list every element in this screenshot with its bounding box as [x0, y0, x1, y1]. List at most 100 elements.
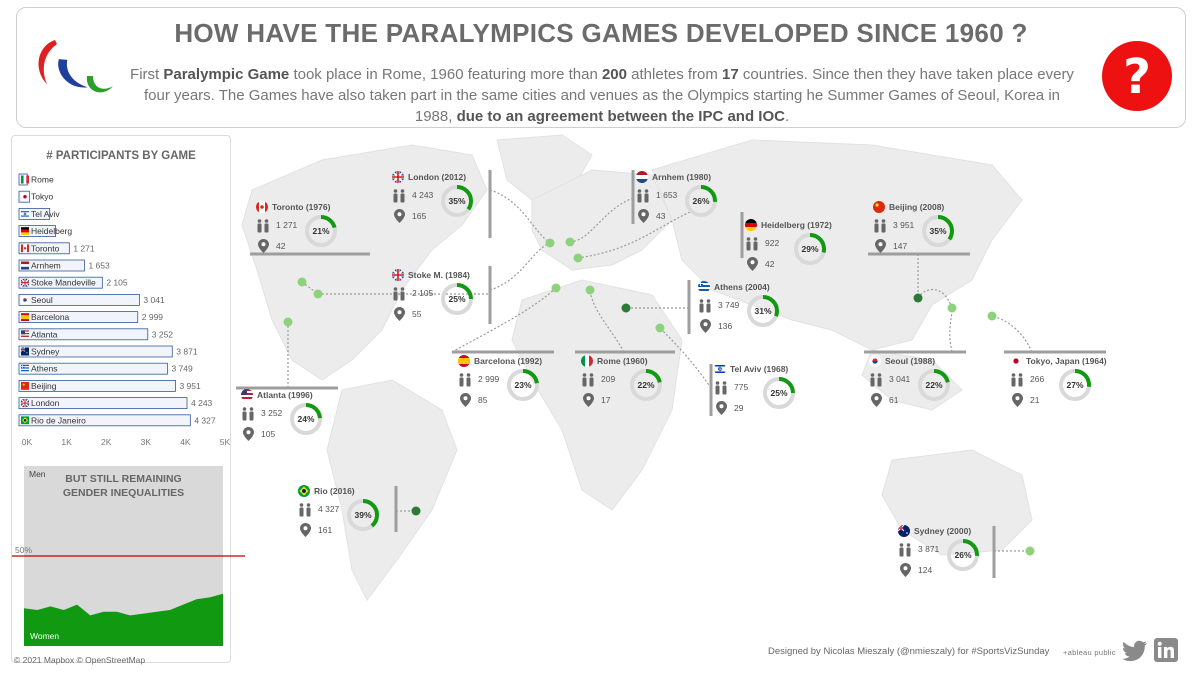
map-north-america: [241, 144, 488, 381]
gender-area-chart: [12, 555, 245, 646]
game-card-seoul-1988[interactable]: Seoul (1988) 3 041 61 22%: [869, 355, 979, 436]
game-title: Tokyo, Japan (1964): [1026, 356, 1107, 366]
host-city-dot[interactable]: [573, 253, 583, 263]
bar-flag-icon: [21, 175, 29, 184]
countries-count: 17: [601, 395, 611, 405]
host-city-dot[interactable]: [585, 285, 595, 295]
bar[interactable]: [18, 397, 188, 410]
tableau-public-logo[interactable]: +ableau public: [1063, 648, 1116, 657]
host-city-dot[interactable]: [565, 237, 575, 247]
location-pin-icon: [258, 239, 269, 253]
host-city-dot[interactable]: [655, 323, 665, 333]
women-share-donut: [794, 233, 826, 265]
game-card-athens-2004[interactable]: Athens (2004) 3 749 136 31%: [698, 281, 808, 362]
linkedin-icon[interactable]: [1154, 638, 1178, 662]
bar[interactable]: [18, 259, 85, 272]
host-city-dot[interactable]: [411, 506, 421, 516]
bar[interactable]: [18, 311, 139, 324]
women-share-label: 21%: [312, 226, 330, 236]
host-city-dot[interactable]: [283, 317, 293, 327]
bar[interactable]: [18, 362, 168, 375]
game-card-arnhem-1980[interactable]: Arnhem (1980) 1 653 43 26%: [636, 171, 746, 252]
bar[interactable]: [18, 379, 176, 392]
person-pair-icon: [393, 189, 405, 203]
bar-flag-icon: [21, 313, 29, 322]
connector-line: [577, 211, 691, 259]
person-pair-icon: [1011, 373, 1023, 387]
bar-flag-icon: [21, 399, 29, 408]
women-share-label: 26%: [692, 196, 710, 206]
twitter-icon[interactable]: [1122, 640, 1148, 662]
game-card-tokyo-1964[interactable]: Tokyo, Japan (1964) 266 21 27%: [1010, 355, 1120, 436]
women-share-donut: [630, 369, 662, 401]
person-pair-icon: [874, 219, 886, 233]
flag-icon: [392, 269, 404, 281]
bar[interactable]: [18, 208, 51, 220]
game-title: Athens (2004): [714, 282, 770, 292]
bar-flag-icon: [21, 416, 29, 425]
bar-category-label: Athens: [31, 364, 57, 374]
person-pair-icon: [699, 299, 711, 313]
location-pin-icon: [875, 239, 886, 253]
host-city-dot[interactable]: [545, 238, 555, 248]
game-card-telaviv-1968[interactable]: Tel Aviv (1968) 775 29 25%: [714, 363, 824, 444]
countries-count: 55: [412, 309, 422, 319]
game-card-stoke-1984[interactable]: Stoke M. (1984) 2 105 55 25%: [392, 269, 502, 350]
women-share-donut: [305, 215, 337, 247]
game-card-toronto-1976[interactable]: Toronto (1976) 1 271 42 21%: [256, 201, 366, 282]
host-city-dot[interactable]: [551, 283, 561, 293]
bar[interactable]: [18, 345, 173, 358]
bar-flag-icon: [21, 381, 29, 390]
bar[interactable]: [18, 328, 149, 341]
bar[interactable]: [18, 225, 56, 237]
women-share-label: 25%: [448, 294, 466, 304]
x-tick-label: 4K: [180, 437, 191, 447]
game-card-beijing-2008[interactable]: Beijing (2008) 3 951 147 35%: [873, 201, 983, 282]
location-pin-icon: [1012, 393, 1023, 407]
game-card-heidelberg-1972[interactable]: Heidelberg (1972) 922 42 29%: [745, 219, 855, 300]
bar[interactable]: [18, 293, 140, 306]
women-share-donut: [507, 369, 539, 401]
host-city-dot[interactable]: [987, 311, 997, 321]
participants-bar-chart: Rome Tokyo Tel Aviv Heidelberg Toronto 1 271 A…: [18, 173, 231, 447]
athletes-count: 775: [734, 382, 749, 392]
bar[interactable]: [18, 414, 191, 427]
game-card-rio-2016[interactable]: Rio (2016) 4 327 161 39%: [298, 485, 408, 566]
gender-chart-box: BUT STILL REMAINING GENDER INEQUALITIES …: [12, 466, 245, 646]
bar-category-label: Rio de Janeiro: [31, 415, 86, 425]
countries-count: 161: [318, 525, 333, 535]
game-card-sydney-2000[interactable]: Sydney (2000) 3 871 124 26%: [898, 525, 1008, 606]
athletes-count: 4 327: [318, 504, 340, 514]
flag-icon: [256, 201, 268, 213]
women-share-donut: [947, 539, 979, 571]
women-share-label: 24%: [297, 414, 315, 424]
bar-flag-icon: [21, 244, 29, 253]
host-city-dot[interactable]: [621, 303, 631, 313]
women-share-label: 35%: [448, 196, 466, 206]
host-city-dot[interactable]: [913, 293, 923, 303]
game-card-barcelona-1992[interactable]: Barcelona (1992) 2 999 85 23%: [458, 355, 568, 436]
women-share-label: 22%: [637, 380, 655, 390]
bar-value-label: 1 653: [88, 261, 110, 271]
intro-segment: 200: [601, 66, 627, 83]
host-city-dot[interactable]: [1025, 546, 1035, 556]
host-city-dot[interactable]: [947, 303, 957, 313]
host-city-dot[interactable]: [313, 289, 323, 299]
game-title: Heidelberg (1972): [761, 220, 832, 230]
location-pin-icon: [871, 393, 882, 407]
women-share-label: 26%: [954, 550, 972, 560]
women-share-donut: [290, 403, 322, 435]
game-title: Toronto (1976): [272, 202, 331, 212]
host-city-dot[interactable]: [297, 277, 307, 287]
athletes-count: 3 041: [889, 374, 911, 384]
game-card-atlanta-1996[interactable]: Atlanta (1996) 3 252 105 24%: [241, 389, 351, 470]
game-card-london-2012[interactable]: London (2012) 4 243 165 35%: [392, 171, 502, 252]
bar[interactable]: [18, 242, 70, 255]
women-share-donut: [347, 499, 379, 531]
question-mark-icon[interactable]: ?: [1101, 40, 1173, 112]
location-pin-icon: [583, 393, 594, 407]
bar[interactable]: [18, 276, 103, 289]
designer-credit[interactable]: Designed by Nicolas Mieszaly (@nmieszaly…: [768, 646, 1050, 657]
bar-flag-icon: [21, 364, 29, 373]
game-card-rome-1960[interactable]: Rome (1960) 209 17 22%: [581, 355, 691, 436]
